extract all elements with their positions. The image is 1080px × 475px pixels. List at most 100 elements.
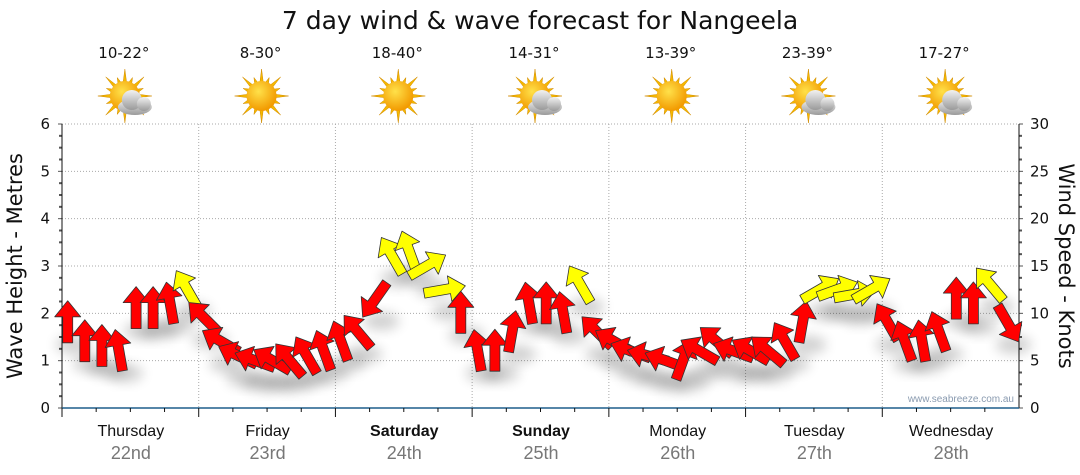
wind-arrow [253,346,294,376]
wind-arrow [406,251,447,281]
sun-ray [644,94,659,98]
sun-ray [122,68,127,83]
sun-disc [656,81,687,111]
date-label: 27th [797,443,832,463]
daily-forecast-header: 10-22° 8-30° 18-40° 14-31° 13-39° 23-39° 17-27… [97,44,973,124]
y-tick-label: 3 [40,257,50,275]
date-label: 24th [387,443,422,463]
temperature-label: 14-31° [508,44,559,62]
day-label: Wednesday [909,423,993,440]
sun-ray [685,94,699,98]
y2-tick-label: 5 [1030,352,1040,370]
wind-shadow [961,316,998,335]
sun-ray [396,109,401,124]
cloud-icon [938,90,973,115]
temperature-label: 18-40° [372,44,423,62]
temperature-label: 8-30° [240,44,282,62]
sun-ray [275,94,289,98]
y2-axis-title: Wind Speed - Knots [1054,163,1078,368]
wind-arrow [104,329,132,373]
wind-arrow [924,311,952,354]
wind-shadow [106,364,143,383]
sun-ray [781,94,795,98]
sun-ray [533,68,537,83]
y2-tick-label: 0 [1030,399,1040,417]
wind-arrow [770,322,801,362]
y-tick-label: 0 [40,399,50,417]
wind-arrow [850,275,891,305]
partly-cloudy-icon [97,68,152,124]
temperature-label: 10-22° [98,44,149,62]
y-tick-label: 4 [40,210,50,228]
cloud-part [532,90,552,110]
wind-arrow [975,267,1008,304]
y2-tick-label: 30 [1030,115,1049,133]
sun-ray [97,94,112,98]
date-label: 25th [523,443,558,463]
sunny-icon [644,68,699,124]
wind-arrow [680,336,721,366]
date-label: 28th [934,443,969,463]
y-tick-label: 6 [40,115,50,133]
partly-cloudy-icon [918,68,973,124]
wind-shadow [482,364,519,383]
wind-shadow [551,326,588,345]
wind-arrow [992,302,1023,343]
wind-arrow [549,291,576,335]
wind-shadow [363,312,400,331]
wind-arrow [751,336,788,369]
temperature-label: 13-39° [645,44,696,62]
wind-arrow [422,275,466,302]
sun-ray [918,94,932,98]
wind-shadow [995,335,1032,354]
cloud-icon [801,90,836,115]
y2-tick-label: 25 [1030,162,1049,180]
wind-shadow [158,316,195,335]
y-axis-title: Wave Height - Metres [3,153,27,379]
cloud-part [942,90,963,110]
temperature-label: 17-27° [919,44,970,62]
y-tick-label: 1 [40,352,50,370]
y2-tick-label: 10 [1030,304,1049,322]
cloud-part [820,97,835,111]
wind-shadow [927,345,964,364]
wind-arrow [54,300,82,344]
wind-arrow [790,300,817,344]
partly-cloudy-icon [781,68,836,124]
sun-ray [396,68,401,83]
date-label: 26th [660,443,695,463]
cloud-icon [528,90,562,115]
sun-ray [371,94,385,98]
sun-ray [259,109,264,124]
y-tick-label: 2 [40,304,50,322]
day-label: Saturday [370,423,439,440]
grid [62,123,1019,408]
wind-shadow [346,345,383,364]
day-label: Friday [245,423,289,440]
partly-cloudy-icon [507,68,563,124]
y2-tick-label: 15 [1030,257,1049,275]
watermark: www.seabreeze.com.au [907,394,1014,405]
sun-ray [943,68,948,83]
day-label: Thursday [98,423,165,440]
wind-arrow [447,290,475,334]
wind-arrows [54,230,1023,382]
wind-arrow [343,315,376,352]
wind-arrow [155,281,183,325]
sun-ray [669,68,674,83]
wind-arrow [499,310,527,354]
sunny-icon [371,68,426,124]
date-label: 23rd [250,443,286,463]
chart-title: 7 day wind & wave forecast for Nangeela [282,6,798,35]
sunny-icon [234,68,289,124]
cloud-icon [117,90,152,115]
cloud-part [136,97,151,111]
axes: 0 1 2 3 4 5 6 0 5 10 15 20 25 30 Thursday 22nd Friday 23r… [40,115,1049,463]
sun-ray [234,94,248,98]
temperature-label: 23-39° [782,44,833,62]
sun-disc [383,81,414,111]
wind-arrow [960,281,987,325]
wind-arrow [565,265,596,306]
y2-tick-label: 20 [1030,210,1049,228]
